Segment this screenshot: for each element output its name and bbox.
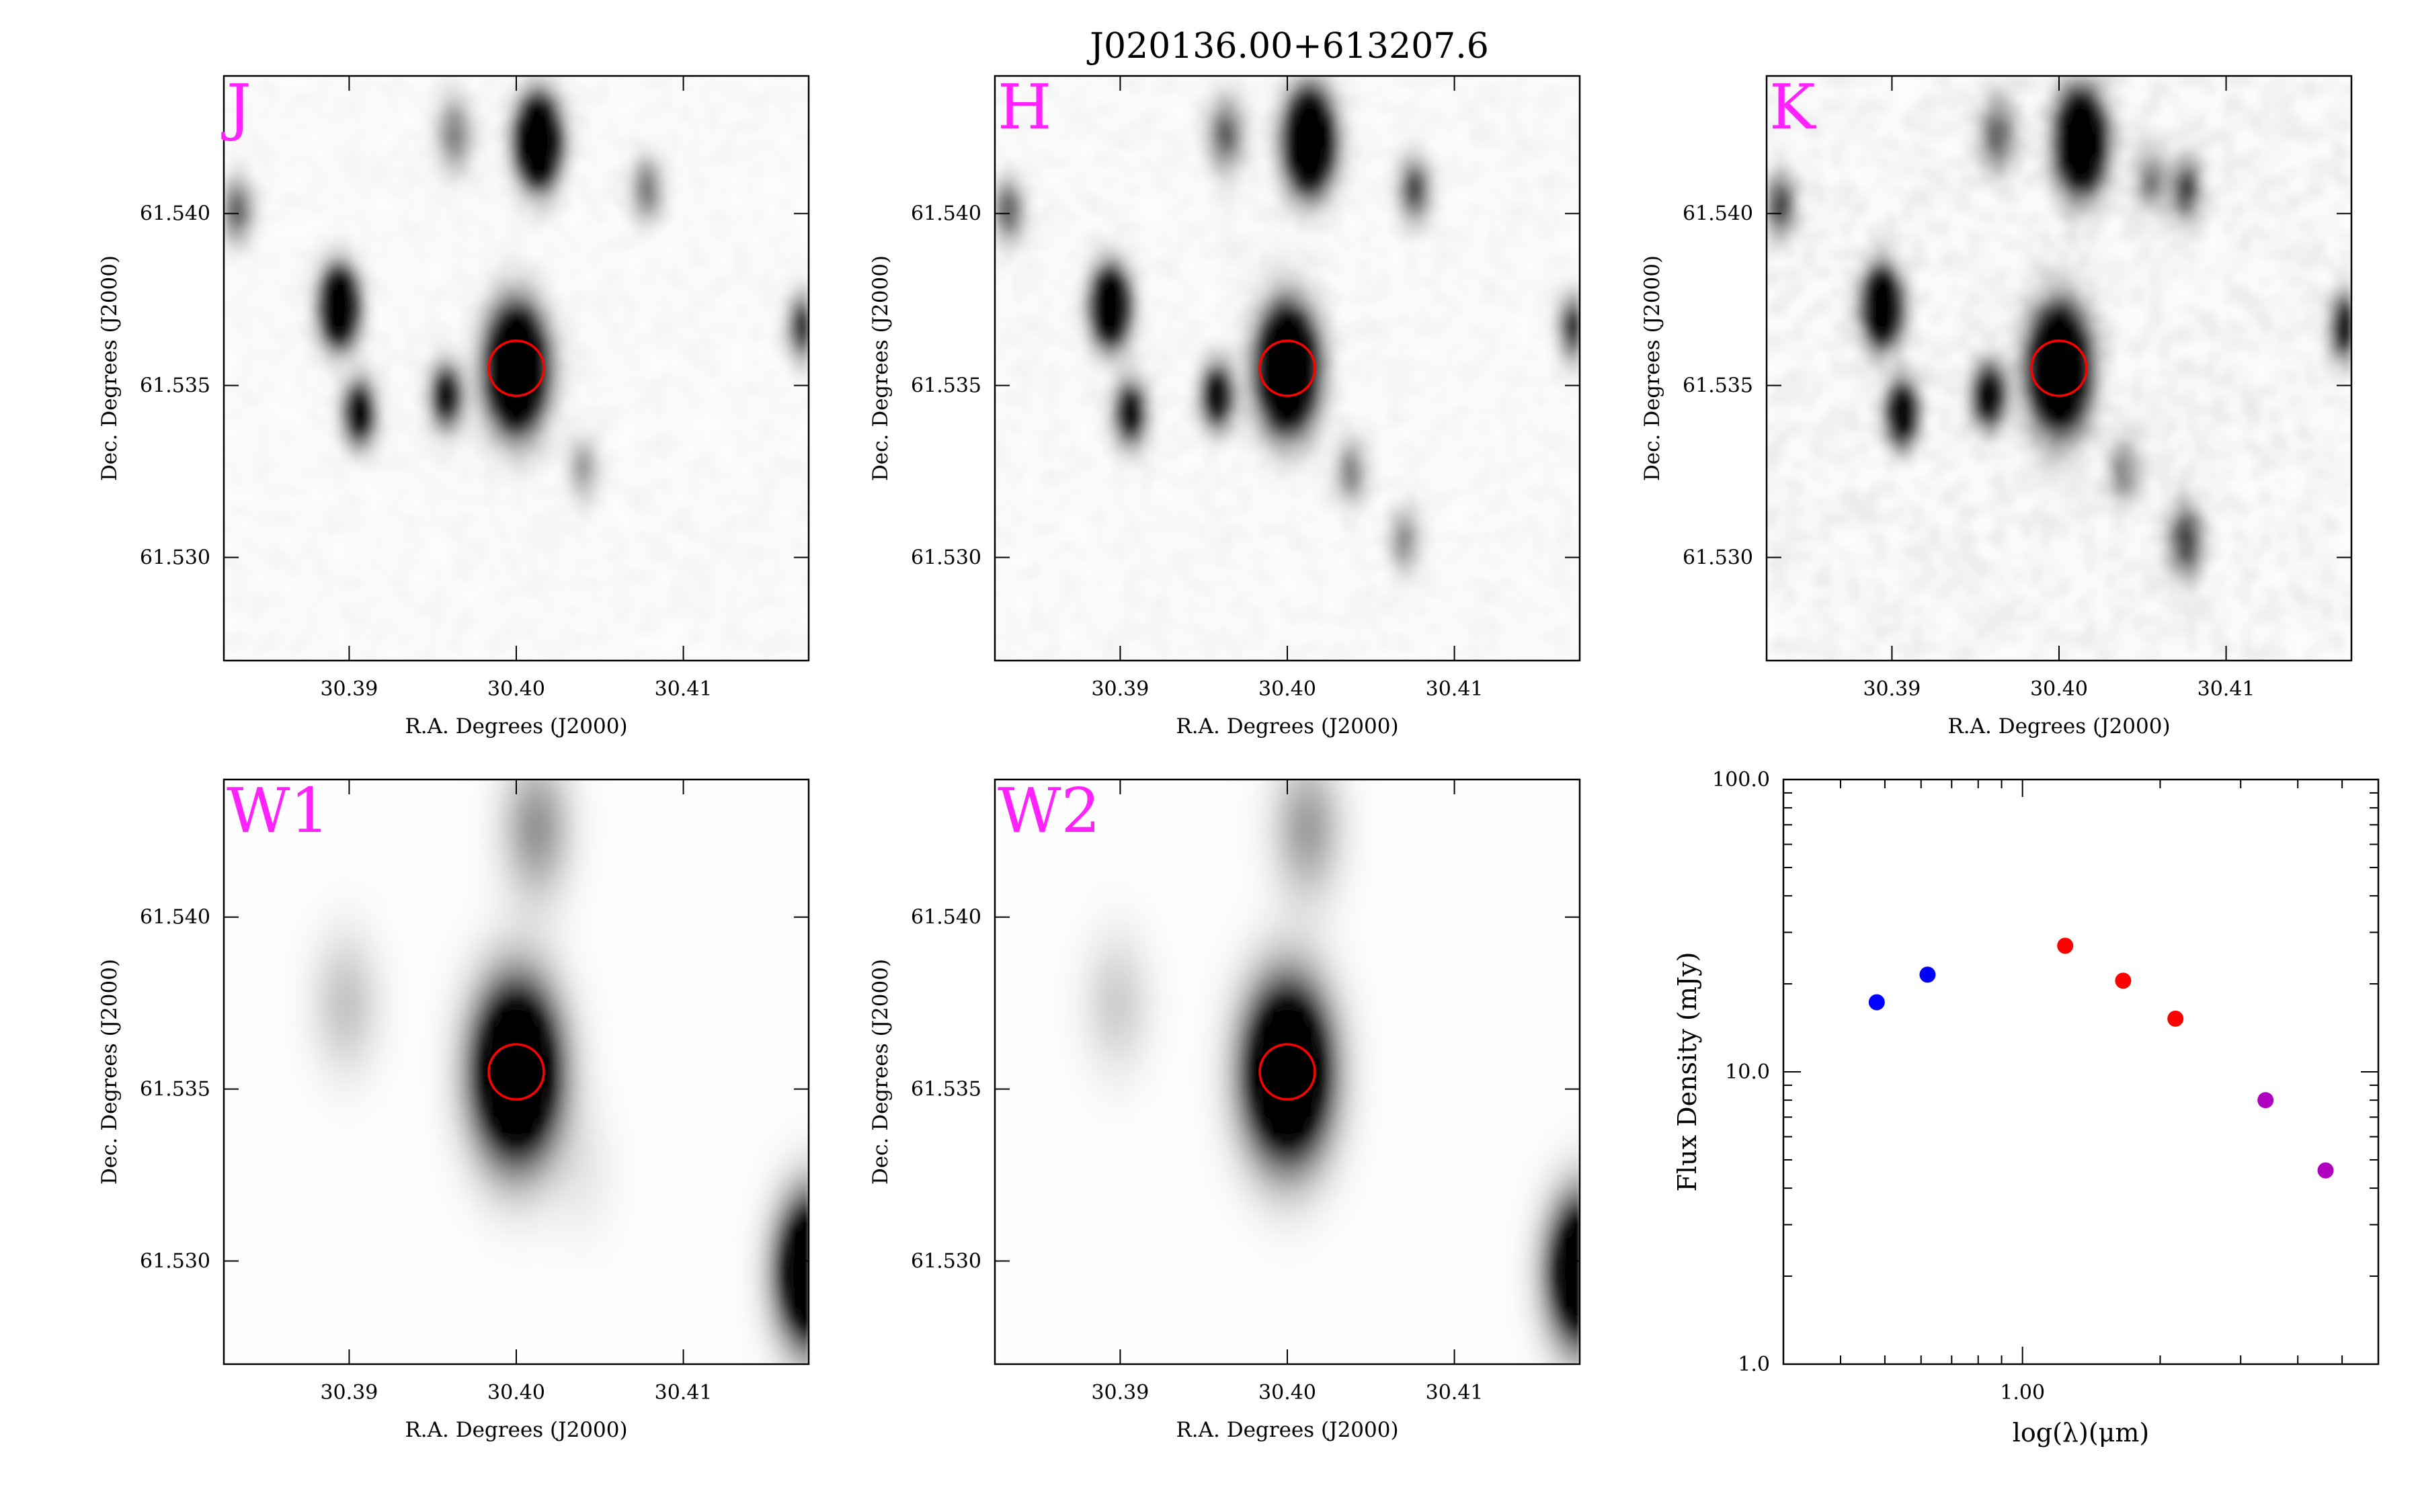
- y-tick-label: 61.540: [140, 906, 210, 929]
- y-axis-label: Dec. Degrees (J2000): [1640, 255, 1664, 481]
- y-tick-label: 61.530: [140, 1249, 210, 1273]
- target-circle: [1258, 1043, 1316, 1101]
- sed-point: [2057, 937, 2074, 954]
- y-axis-label: Dec. Degrees (J2000): [869, 255, 893, 481]
- x-tick-label: 30.41: [2197, 677, 2255, 701]
- y-tick-label: 61.535: [140, 1078, 210, 1101]
- y-axis-label: Dec. Degrees (J2000): [97, 255, 122, 481]
- x-tick-label: 30.40: [2030, 677, 2088, 701]
- target-circle: [1258, 339, 1316, 397]
- sed-point: [2115, 972, 2132, 989]
- y-tick-label: 61.535: [911, 374, 981, 398]
- stamp-image: [224, 780, 809, 1364]
- y-tick-label: 1.0: [1738, 1353, 1770, 1376]
- sed-y-label: Flux Density (mJy): [1672, 952, 1702, 1192]
- stamp-panel-w1: 30.39 30.40 30.41 61.540 61.535 61.530 R.A. De…: [97, 775, 810, 1442]
- x-tick-label: 30.41: [1426, 677, 1484, 701]
- plot-frame: [1782, 778, 2380, 1366]
- y-tick-label: 100.0: [1712, 768, 1770, 792]
- x-tick-label: 30.41: [1426, 1381, 1484, 1404]
- x-tick-label: 30.41: [655, 1381, 713, 1404]
- y-tick-label: 61.535: [1683, 374, 1753, 398]
- x-tick-label: 30.39: [1091, 1381, 1149, 1404]
- x-tick-label: 30.39: [320, 677, 378, 701]
- stamp-image: [224, 76, 809, 661]
- y-tick-label: 61.535: [140, 374, 210, 398]
- x-axis-label: R.A. Degrees (J2000): [1176, 714, 1398, 739]
- y-tick-label: 61.530: [911, 546, 981, 569]
- x-tick-label: 30.39: [1091, 677, 1149, 701]
- y-tick-label: 61.540: [140, 202, 210, 226]
- sed-point: [2167, 1010, 2184, 1027]
- target-circle: [2030, 339, 2088, 397]
- sed-x-label: log(λ)(μm): [2013, 1418, 2149, 1447]
- sed-plot: 1.0 10.0 100.0 1.00 log(λ)(μm) Flux Density (…: [1672, 768, 2380, 1447]
- band-label: J: [221, 71, 251, 143]
- y-axis-label: Dec. Degrees (J2000): [869, 959, 893, 1185]
- stamp-image: [1767, 76, 2351, 661]
- y-tick-label: 61.540: [911, 906, 981, 929]
- target-circle: [487, 1043, 545, 1101]
- x-axis-label: R.A. Degrees (J2000): [405, 1418, 627, 1442]
- target-circle: [487, 339, 545, 397]
- y-tick-label: 61.535: [911, 1078, 981, 1101]
- sed-point: [2257, 1092, 2274, 1109]
- y-tick-label: 61.530: [911, 1249, 981, 1273]
- y-tick-label: 10.0: [1725, 1060, 1770, 1084]
- y-tick-label: 61.540: [911, 202, 981, 226]
- x-tick-label: 30.40: [1258, 1381, 1316, 1404]
- stamp-panel-k: 30.39 30.40 30.41 61.540 61.535 61.530 R.A. De…: [1640, 71, 2353, 739]
- sed-point: [1919, 966, 1936, 983]
- band-label: H: [998, 71, 1051, 143]
- band-label: W1: [227, 775, 329, 847]
- stamp-image: [995, 780, 1580, 1364]
- x-tick-label: 30.39: [1863, 677, 1921, 701]
- sed-point: [1868, 994, 1885, 1011]
- x-tick-label: 30.40: [487, 677, 545, 701]
- y-axis-label: Dec. Degrees (J2000): [97, 959, 122, 1185]
- stamp-panel-w2: 30.39 30.40 30.41 61.540 61.535 61.530 R.A. De…: [869, 775, 1581, 1442]
- stamp-image: [995, 76, 1580, 661]
- x-axis-label: R.A. Degrees (J2000): [405, 714, 627, 739]
- x-tick-label: 30.41: [655, 677, 713, 701]
- stamp-panel-j: 30.39 30.40 30.41 61.540 61.535 61.530 R.A. De…: [97, 71, 810, 739]
- figure-title: J020136.00+613207.6: [1086, 26, 1489, 67]
- x-axis-label: R.A. Degrees (J2000): [1947, 714, 2170, 739]
- x-tick-label: 30.40: [1258, 677, 1316, 701]
- x-tick-label: 1.00: [2000, 1381, 2045, 1404]
- x-axis-label: R.A. Degrees (J2000): [1176, 1418, 1398, 1442]
- x-tick-label: 30.39: [320, 1381, 378, 1404]
- sed-point: [2317, 1162, 2334, 1179]
- band-label: W2: [998, 775, 1100, 847]
- band-label: K: [1769, 71, 1817, 143]
- y-tick-label: 61.530: [1683, 546, 1753, 569]
- y-tick-label: 61.530: [140, 546, 210, 569]
- x-tick-label: 30.40: [487, 1381, 545, 1404]
- stamp-panel-h: 30.39 30.40 30.41 61.540 61.535 61.530 R.A. De…: [869, 71, 1581, 739]
- y-tick-label: 61.540: [1683, 202, 1753, 226]
